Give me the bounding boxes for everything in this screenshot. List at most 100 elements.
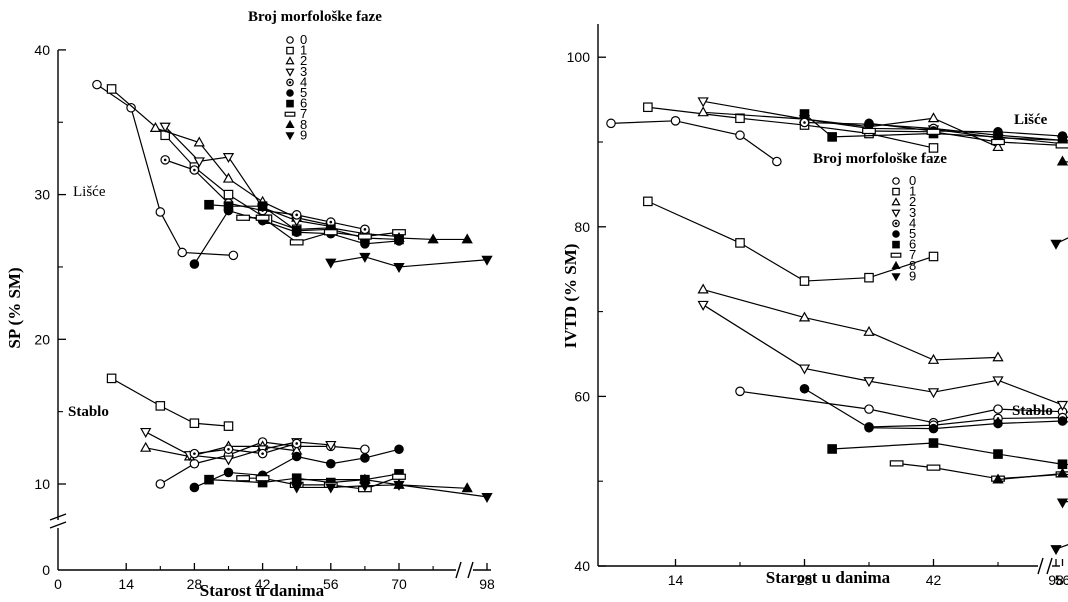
data-point-phase-2 [992, 351, 1004, 362]
marker-shape [735, 386, 745, 397]
data-point-phase-9 [1056, 498, 1068, 509]
data-point-phase-0 [670, 116, 681, 126]
data-point-phase-9 [325, 483, 337, 494]
marker-shape [325, 258, 337, 269]
marker-shape [360, 444, 370, 455]
x-tick-label: 28 [797, 572, 813, 588]
marker-shape [204, 199, 214, 210]
data-point-phase-1 [735, 238, 745, 248]
marker-dot [193, 168, 196, 172]
x-tick-label: 56 [323, 576, 339, 592]
data-point-phase-8 [1056, 467, 1068, 478]
data-point-phase-5 [189, 259, 200, 269]
marker-shape [289, 239, 304, 246]
marker-shape [285, 56, 295, 65]
data-point-phase-6 [223, 201, 234, 211]
x-tick-label: 56 [1055, 572, 1068, 588]
data-point-phase-7 [255, 214, 270, 221]
data-point-phase-7 [889, 460, 904, 467]
marker-shape [890, 252, 902, 258]
legend-marker-phase-6 [892, 240, 900, 249]
marker-shape [393, 262, 405, 274]
marker-dot [803, 121, 806, 124]
data-point-phase-0 [606, 118, 616, 129]
marker-shape [892, 187, 900, 196]
data-point-phase-0 [735, 386, 745, 397]
data-point-phase-9 [359, 252, 371, 263]
data-point-phase-5 [189, 482, 200, 493]
series-line-stablo-phase-2 [145, 445, 297, 458]
marker-dot [295, 213, 299, 217]
marker-shape [735, 238, 745, 248]
marker-shape [189, 482, 200, 493]
marker-shape [1055, 142, 1068, 149]
legend-label-phase-9: 9 [909, 268, 916, 283]
data-point-phase-1 [928, 251, 939, 262]
data-point-phase-9 [1050, 239, 1062, 250]
marker-shape [359, 481, 371, 492]
marker-shape [772, 156, 782, 167]
marker-shape [393, 480, 405, 491]
marker-shape [204, 474, 214, 485]
legend-label-phase-6: 6 [909, 237, 916, 252]
marker-shape [827, 132, 837, 142]
legend-label-phase-6: 6 [300, 96, 307, 111]
legend-marker-phase-8 [285, 119, 295, 128]
legend-label-phase-8: 8 [909, 258, 916, 273]
series-line-stablo-phase-6 [208, 473, 400, 484]
x-tick-label: 14 [668, 572, 684, 588]
data-point-phase-7 [289, 239, 304, 246]
marker-shape [286, 99, 294, 108]
x-axis-title: Starost u danima [766, 568, 891, 587]
data-point-phase-4 [799, 117, 810, 128]
marker-shape [864, 118, 874, 129]
marker-dot [295, 442, 299, 445]
marker-shape [862, 127, 876, 135]
marker-shape [927, 388, 940, 399]
legend-marker-phase-1 [286, 46, 294, 55]
data-point-phase-0 [126, 102, 136, 113]
marker-shape [360, 453, 370, 463]
marker-shape [481, 492, 493, 503]
marker-shape [392, 473, 406, 480]
data-point-phase-7 [323, 229, 338, 236]
marker-shape [993, 449, 1003, 459]
marker-shape [606, 118, 616, 129]
marker-shape [481, 255, 493, 266]
data-point-phase-1 [223, 421, 234, 431]
data-point-phase-7 [926, 464, 941, 471]
series-line-stablo-phase-3 [145, 431, 331, 461]
y-tick-label: 40 [34, 42, 50, 58]
marker-shape [222, 455, 235, 466]
series-line-lisce-phase-9 [1055, 237, 1068, 245]
marker-shape [106, 373, 117, 384]
data-point-phase-1 [106, 373, 117, 384]
marker-dot [288, 81, 292, 84]
data-point-phase-3 [697, 300, 709, 311]
data-point-phase-6 [827, 444, 837, 454]
data-point-phase-4 [189, 165, 200, 175]
marker-shape [1056, 467, 1068, 478]
data-point-phase-3 [159, 122, 171, 133]
data-point-phase-9 [481, 255, 493, 266]
marker-shape [223, 201, 234, 211]
plot-area: 406080100142842567098 [567, 24, 1068, 588]
data-point-phase-8 [427, 233, 439, 244]
marker-shape [228, 250, 239, 261]
marker-shape [735, 113, 745, 124]
marker-shape [670, 116, 681, 126]
marker-shape [193, 136, 205, 147]
data-point-phase-3 [863, 377, 875, 388]
data-point-phase-7 [392, 473, 406, 480]
data-point-phase-7 [358, 233, 372, 240]
legend-label-phase-1: 1 [300, 43, 307, 58]
legend-label-phase-5: 5 [300, 85, 307, 100]
legend-label-phase-8: 8 [300, 117, 307, 132]
series-line-stablo-phase-1 [647, 200, 934, 282]
marker-shape [928, 438, 939, 448]
data-point-phase-5 [1057, 416, 1068, 426]
marker-shape [394, 444, 404, 455]
marker-shape [358, 233, 372, 240]
data-point-phase-5 [993, 418, 1003, 429]
data-point-phase-8 [1056, 155, 1068, 166]
